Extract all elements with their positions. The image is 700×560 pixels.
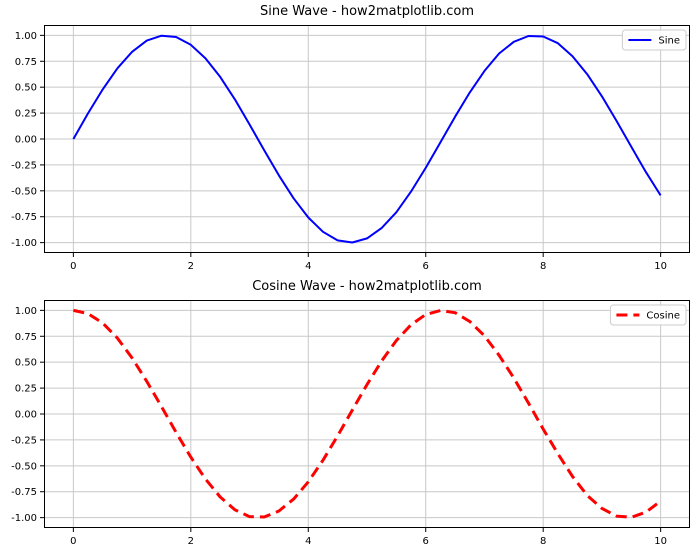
legend: Sine — [621, 29, 687, 51]
y-tick-label: 1.00 — [15, 31, 37, 42]
y-tick-label: 0.75 — [15, 332, 37, 343]
x-tick-label: 0 — [70, 536, 76, 547]
sine-plot-title: Sine Wave - how2matplotlib.com — [260, 4, 474, 19]
y-tick-label: 0.25 — [15, 384, 37, 395]
legend-box — [621, 29, 687, 51]
x-tick-label: 6 — [423, 261, 429, 272]
x-tick-label: 2 — [188, 261, 194, 272]
y-tick-label: -0.25 — [11, 435, 37, 446]
cosine-plot-canvas: 0 2 4 6 8 10 -1.00 -0.75 -0.50 -0.25 0.00 0.25 0.50 0… — [11, 300, 690, 547]
x-tick-label: 8 — [540, 261, 546, 272]
cosine-curve — [73, 308, 662, 519]
y-tick-label: -1.00 — [11, 238, 37, 249]
sine-curve — [72, 34, 662, 244]
x-tick-label: 2 — [188, 536, 194, 547]
y-tick-label: 0.75 — [15, 57, 37, 68]
subplot-cosine: Cosine Wave - how2matplotlib.com 0 2 4 6 8 10… — [0, 275, 700, 560]
subplot-sine: Sine Wave - how2matplotlib.com 0 2 4 6 8 10 -1… — [0, 0, 700, 275]
x-tick-label: 10 — [654, 536, 667, 547]
y-tick-label: -1.00 — [11, 513, 37, 524]
legend-box — [609, 304, 687, 326]
axes-border — [44, 25, 690, 253]
y-tick-label: -0.75 — [11, 212, 37, 223]
y-tick-label: -0.50 — [11, 186, 37, 197]
y-tick-label: 0.25 — [15, 109, 37, 120]
y-tick-label: 0.00 — [15, 135, 37, 146]
x-tick-label: 0 — [70, 261, 76, 272]
legend-label: Sine — [658, 36, 680, 47]
x-tick-label: 6 — [423, 536, 429, 547]
y-tick-label: -0.50 — [11, 461, 37, 472]
y-tick-label: -0.75 — [11, 487, 37, 498]
x-tick-label: 10 — [654, 261, 667, 272]
cosine-plot-title: Cosine Wave - how2matplotlib.com — [252, 279, 482, 294]
legend-label: Cosine — [646, 311, 680, 322]
legend: Cosine — [609, 304, 687, 326]
y-tick-label: 0.50 — [15, 358, 37, 369]
y-tick-label: 0.50 — [15, 83, 37, 94]
y-tick-label: 0.00 — [15, 410, 37, 421]
y-tick-label: 1.00 — [15, 306, 37, 317]
axes-border — [44, 300, 690, 528]
x-tick-label: 4 — [305, 536, 311, 547]
sine-plot-canvas: 0 2 4 6 8 10 -1.00 -0.75 -0.50 -0.25 0.00 0.25 0.50 0… — [11, 25, 690, 272]
x-tick-label: 8 — [540, 536, 546, 547]
y-tick-label: -0.25 — [11, 160, 37, 171]
x-tick-label: 4 — [305, 261, 311, 272]
